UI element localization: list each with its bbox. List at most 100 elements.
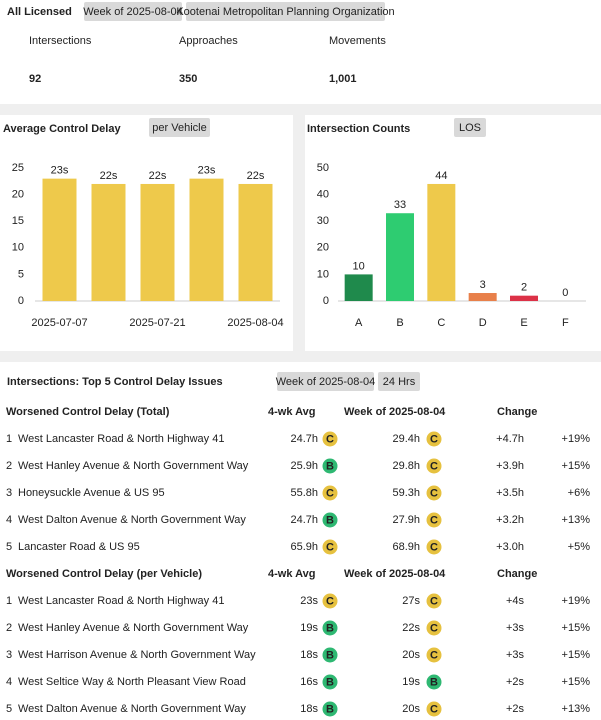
intersection-name: West Hanley Avenue & North Government Wa…	[18, 460, 249, 472]
los-letter: C	[326, 433, 334, 445]
intersection-name: Honeysuckle Avenue & US 95	[18, 487, 165, 499]
change-value: +3s	[506, 622, 525, 634]
intersection-name: West Lancaster Road & North Highway 41	[18, 595, 224, 607]
change-value: +3s	[506, 649, 525, 661]
change-pct: +15%	[562, 649, 591, 661]
los-letter: C	[430, 541, 438, 553]
bar	[91, 183, 126, 301]
kpi-value: 350	[179, 73, 197, 85]
change-pct: +13%	[562, 703, 591, 715]
week-value: 19s	[402, 676, 420, 688]
chip-label[interactable]: Week of 2025-08-04	[276, 376, 375, 388]
chip-label[interactable]: Kootenai Metropolitan Planning Organizat…	[176, 6, 394, 18]
week-value: 22s	[402, 622, 420, 634]
bar	[42, 178, 77, 301]
los-letter: C	[430, 460, 438, 472]
intersection-name: Lancaster Road & US 95	[18, 541, 140, 553]
y-tick-label: 30	[317, 215, 329, 227]
los-badge	[322, 620, 338, 636]
bar	[189, 178, 224, 301]
week-value: 20s	[402, 703, 420, 715]
los-badge	[322, 647, 338, 663]
kpi-label: Intersections	[29, 35, 92, 47]
chip[interactable]	[149, 118, 210, 137]
los-letter: B	[326, 703, 334, 715]
section-title: Intersections: Top 5 Control Delay Issue…	[7, 376, 223, 388]
issues-panel	[0, 362, 601, 720]
chart-title: Intersection Counts	[307, 123, 410, 135]
chip[interactable]	[186, 2, 385, 21]
change-pct: +19%	[562, 595, 591, 607]
chip[interactable]	[454, 118, 486, 137]
x-tick-label: 2025-07-07	[31, 317, 87, 329]
bar	[140, 183, 175, 301]
chip-label[interactable]: 24 Hrs	[383, 376, 416, 388]
los-letter: C	[430, 595, 438, 607]
x-tick-label: C	[437, 317, 445, 329]
avg-value: 18s	[300, 649, 318, 661]
bar	[468, 293, 497, 301]
los-letter: C	[430, 433, 438, 445]
chip-label[interactable]: Week of 2025-08-04	[83, 6, 182, 18]
intersection-name: West Lancaster Road & North Highway 41	[18, 433, 224, 445]
rank: 5	[6, 703, 12, 715]
los-badge	[426, 512, 442, 528]
chip-label[interactable]: per Vehicle	[152, 122, 206, 134]
week-value: 68.9h	[392, 541, 420, 553]
avg-value: 55.8h	[290, 487, 318, 499]
change-value: +3.9h	[496, 460, 524, 472]
los-letter: B	[326, 676, 334, 688]
rank: 3	[6, 487, 12, 499]
intersection-name: West Dalton Avenue & North Government Wa…	[18, 514, 246, 526]
value-label: 0	[562, 287, 568, 299]
bar	[510, 295, 538, 301]
los-badge	[426, 701, 442, 717]
y-tick-label: 20	[12, 189, 24, 201]
change-value: +3.5h	[496, 487, 524, 499]
rank: 2	[6, 460, 12, 472]
x-tick-label: D	[479, 317, 487, 329]
los-badge	[426, 539, 442, 555]
week-value: 20s	[402, 649, 420, 661]
kpi-label: Approaches	[179, 35, 238, 47]
kpi-value: 1,001	[329, 73, 357, 85]
los-letter: B	[326, 460, 334, 472]
avg-value: 18s	[300, 703, 318, 715]
column-header: 4-wk Avg	[268, 406, 315, 418]
y-tick-label: 40	[317, 189, 329, 201]
column-header: 4-wk Avg	[268, 568, 315, 580]
bar	[238, 183, 273, 301]
y-tick-label: 20	[317, 242, 329, 254]
chip[interactable]	[84, 2, 182, 21]
chip[interactable]	[277, 372, 374, 391]
los-badge	[322, 512, 338, 528]
x-tick-label: E	[520, 317, 527, 329]
x-tick-label: B	[396, 317, 403, 329]
change-pct: +19%	[562, 433, 591, 445]
column-header: Worsened Control Delay (per Vehicle)	[6, 568, 202, 580]
kpi-label: Movements	[329, 35, 386, 47]
los-letter: C	[430, 703, 438, 715]
bar	[386, 213, 414, 301]
rank: 3	[6, 649, 12, 661]
los-badge	[426, 674, 442, 690]
value-label: 23s	[51, 165, 69, 177]
change-value: +2s	[506, 676, 525, 688]
value-label: 22s	[149, 170, 167, 182]
los-badge	[322, 701, 338, 717]
los-badge	[426, 620, 442, 636]
x-tick-label: 2025-07-21	[129, 317, 185, 329]
los-letter: C	[430, 649, 438, 661]
kpi-value: 92	[29, 73, 41, 85]
los-letter: B	[430, 676, 438, 688]
los-badge	[426, 485, 442, 501]
value-label: 22s	[247, 170, 265, 182]
column-header: Week of 2025-08-04	[344, 568, 446, 580]
chip[interactable]	[378, 372, 420, 391]
chip-label[interactable]: LOS	[459, 122, 481, 134]
change-pct: +6%	[568, 487, 591, 499]
y-tick-label: 25	[12, 162, 24, 174]
column-header: Week of 2025-08-04	[344, 406, 446, 418]
x-tick-label: 2025-08-04	[227, 317, 283, 329]
